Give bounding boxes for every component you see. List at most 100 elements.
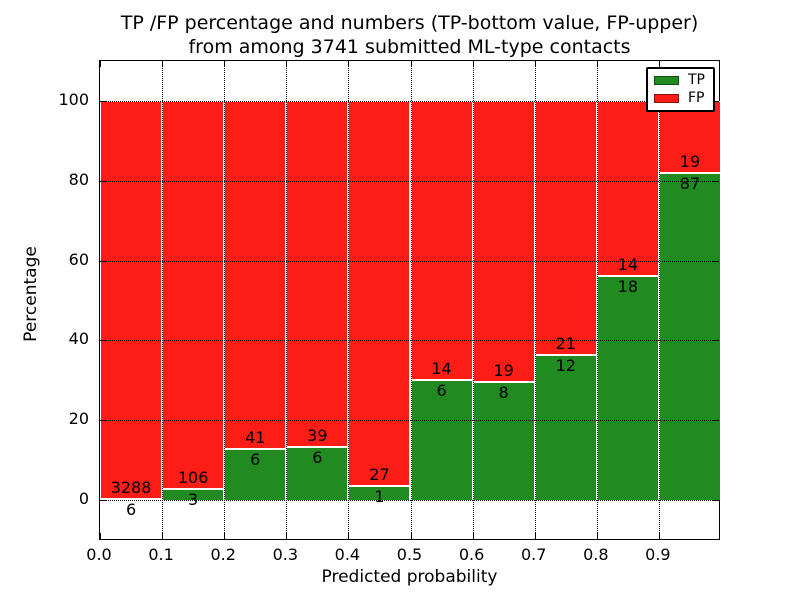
y-tick-label: 60 bbox=[68, 249, 89, 269]
bar-segment-tp bbox=[100, 499, 163, 500]
bar-label-fp-count: 106 bbox=[177, 468, 209, 488]
tick-mark-y-left bbox=[100, 101, 106, 102]
tick-mark-x-top bbox=[348, 61, 350, 67]
bar-label-tp-count: 6 bbox=[436, 381, 447, 401]
grid-line-y bbox=[100, 420, 719, 422]
grid-line-x bbox=[162, 61, 164, 539]
tick-mark-x-top bbox=[534, 61, 536, 67]
tick-mark-x-bottom bbox=[596, 533, 598, 539]
grid-line-x bbox=[596, 61, 598, 539]
bar-segment-tp bbox=[658, 172, 721, 500]
tick-mark-x-top bbox=[658, 61, 660, 67]
x-tick-label: 0.4 bbox=[334, 545, 361, 564]
y-tick-label: 20 bbox=[68, 409, 89, 429]
tick-mark-y-right bbox=[713, 500, 719, 501]
tick-mark-x-bottom bbox=[224, 533, 226, 539]
bar-label-fp-count: 39 bbox=[307, 425, 328, 445]
x-tick-label: 0.8 bbox=[583, 545, 609, 564]
grid-line-x bbox=[658, 61, 660, 539]
bar-segment-fp bbox=[100, 101, 163, 499]
tick-mark-x-bottom bbox=[162, 533, 164, 539]
bar-label-fp-count: 14 bbox=[617, 254, 639, 274]
y-tick-label: 80 bbox=[68, 169, 89, 189]
grid-line-x bbox=[348, 61, 350, 539]
bar-label-fp-count: 21 bbox=[555, 333, 576, 353]
bar-segment-fp bbox=[410, 101, 473, 381]
y-tick-label: 0 bbox=[78, 489, 89, 508]
bar-segment-fp bbox=[224, 101, 287, 450]
tick-mark-x-bottom bbox=[658, 533, 660, 539]
tick-mark-y-right bbox=[713, 340, 719, 342]
tick-mark-x-top bbox=[410, 61, 412, 67]
tick-mark-x-bottom bbox=[348, 533, 350, 539]
bar-segment-fp bbox=[348, 101, 411, 486]
tick-mark-x-bottom bbox=[410, 533, 412, 539]
grid-line-x bbox=[472, 61, 474, 539]
legend-swatch-tp bbox=[654, 76, 679, 86]
bar-segment-tp bbox=[410, 380, 473, 500]
tick-mark-x-top bbox=[224, 61, 226, 67]
bar-segment-fp bbox=[596, 101, 659, 276]
bar-label-fp-count: 14 bbox=[431, 359, 452, 379]
bar-label-fp-count: 19 bbox=[493, 360, 514, 380]
bar-label-fp-count: 3288 bbox=[110, 478, 152, 497]
grid-line-y bbox=[100, 500, 719, 501]
x-tick-label: 0.2 bbox=[210, 545, 236, 564]
bar-segment-fp bbox=[286, 101, 349, 447]
bar-segment-tp bbox=[596, 275, 659, 500]
bar-label-tp-count: 6 bbox=[125, 500, 137, 519]
tick-mark-x-bottom bbox=[472, 533, 474, 539]
legend: TP FP bbox=[646, 67, 715, 112]
x-tick-label: 0.6 bbox=[458, 545, 485, 564]
bar-segment-fp bbox=[534, 101, 597, 355]
legend-row-tp: TP bbox=[654, 73, 707, 88]
x-axis-label: Predicted probability bbox=[321, 567, 498, 587]
tick-mark-x-top bbox=[596, 61, 598, 67]
bar-label-tp-count: 18 bbox=[617, 276, 639, 296]
tick-mark-x-top bbox=[472, 61, 474, 67]
tick-mark-x-bottom bbox=[100, 533, 101, 539]
tick-mark-x-top bbox=[162, 61, 164, 67]
tick-mark-y-left bbox=[100, 260, 106, 262]
tick-mark-y-right bbox=[713, 260, 719, 262]
bar-label-fp-count: 27 bbox=[369, 464, 390, 484]
tick-mark-x-top bbox=[286, 61, 288, 67]
x-tick-label: 0.3 bbox=[272, 545, 299, 564]
chart-title-line1: TP /FP percentage and numbers (TP-bottom… bbox=[120, 12, 699, 34]
bar-label-tp-count: 1 bbox=[374, 486, 385, 506]
tick-mark-y-left bbox=[100, 420, 106, 422]
bar-label-tp-count: 87 bbox=[679, 173, 701, 193]
chart-title: TP /FP percentage and numbers (TP-bottom… bbox=[99, 11, 720, 59]
bar-segment-tp bbox=[534, 354, 597, 500]
x-tick-label: 0.7 bbox=[520, 545, 547, 564]
x-tick-label: 0.0 bbox=[86, 545, 112, 564]
grid-line-y bbox=[100, 340, 719, 342]
tick-mark-y-left bbox=[100, 500, 106, 501]
tick-mark-y-left bbox=[100, 340, 106, 342]
bar-label-tp-count: 6 bbox=[312, 447, 323, 467]
plot-area: TP FP 3288 6 106 3 41 6 39 6 27 1 14 6 19 8 21 12 14 18 19… bbox=[99, 60, 721, 540]
tick-mark-x-bottom bbox=[719, 533, 720, 539]
bar-label-tp-count: 6 bbox=[250, 450, 261, 470]
tick-mark-x-top bbox=[719, 61, 720, 67]
bar-label-tp-count: 3 bbox=[188, 490, 199, 510]
grid-line-x bbox=[286, 61, 288, 539]
bar-label-fp-count: 19 bbox=[679, 151, 701, 171]
y-tick-label: 40 bbox=[68, 329, 89, 349]
bar-segment-fp bbox=[162, 101, 225, 490]
tick-mark-x-top bbox=[100, 61, 101, 67]
grid-line-y bbox=[100, 260, 719, 262]
tick-mark-y-right bbox=[713, 180, 719, 182]
legend-label-fp: FP bbox=[688, 89, 705, 106]
x-tick-label: 0.9 bbox=[645, 545, 671, 564]
tick-mark-x-bottom bbox=[286, 533, 288, 539]
legend-label-tp: TP bbox=[688, 72, 705, 89]
grid-line-y bbox=[100, 180, 719, 182]
tick-mark-y-left bbox=[100, 180, 106, 182]
x-tick-label: 0.1 bbox=[148, 545, 174, 564]
bar-label-fp-count: 41 bbox=[245, 428, 266, 448]
bar-label-tp-count: 12 bbox=[555, 355, 576, 375]
grid-line-x bbox=[410, 61, 412, 539]
bar-segment-tp bbox=[472, 381, 535, 500]
